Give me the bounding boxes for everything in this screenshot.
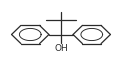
Text: OH: OH — [55, 44, 68, 53]
